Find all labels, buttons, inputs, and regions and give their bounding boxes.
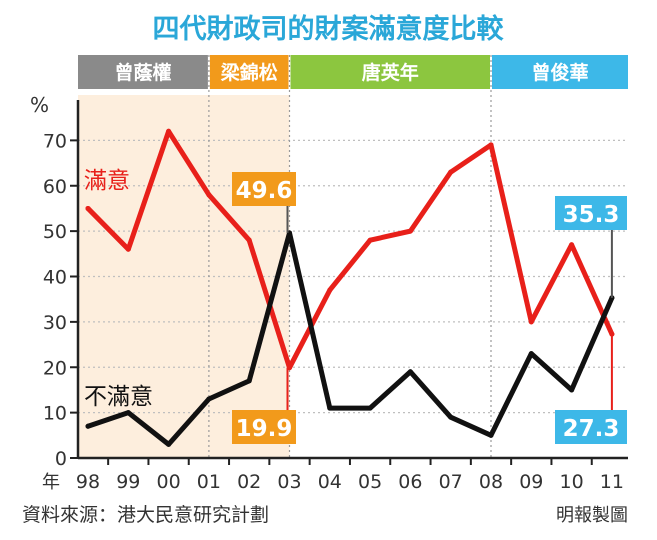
series-0-point-8: [407, 228, 413, 234]
y-tick-label-6: 60: [43, 176, 67, 198]
x-tick-label-12: 10: [560, 471, 584, 493]
y-tick-label-1: 10: [43, 403, 67, 425]
x-tick-label-3: 01: [197, 471, 221, 493]
callout-box-3: [555, 410, 627, 444]
period-label-2: 唐英年: [362, 61, 419, 84]
series-0-point-9: [448, 169, 454, 175]
series-0-point-10: [488, 142, 494, 148]
y-axis-unit: %: [30, 93, 49, 117]
x-tick-label-0: 98: [76, 471, 100, 493]
series-0-point-12: [569, 242, 575, 248]
series-0-point-7: [367, 237, 373, 243]
x-tick-label-4: 02: [237, 471, 261, 493]
series-1-point-12: [569, 387, 575, 393]
x-tick-label-10: 08: [479, 471, 503, 493]
callout-box-1: [232, 410, 296, 444]
x-tick-label-5: 03: [277, 471, 301, 493]
series-0-point-3: [206, 192, 212, 198]
callout-value-0: 49.6: [236, 178, 293, 204]
series-0-point-4: [246, 237, 252, 243]
x-axis-label: 年: [42, 472, 60, 493]
period-label-1: 梁錦松: [220, 61, 278, 84]
period-label-3: 曾俊華: [531, 61, 588, 84]
period-label-0: 曾蔭權: [114, 61, 171, 84]
series-1-point-3: [206, 396, 212, 402]
x-tick-label-6: 04: [318, 471, 342, 493]
y-tick-label-2: 20: [43, 357, 67, 379]
series-0-point-2: [166, 128, 172, 134]
period-bar-0: [78, 55, 208, 89]
x-tick-label-13: 11: [600, 471, 624, 493]
x-tick-label-2: 00: [157, 471, 181, 493]
callout-value-1: 19.9: [236, 416, 293, 442]
series-1-point-10: [488, 432, 494, 438]
series-1-point-7: [367, 405, 373, 411]
series-1-point-0: [85, 423, 91, 429]
x-tick-label-7: 05: [358, 471, 382, 493]
series-1-point-2: [166, 441, 172, 447]
x-tick-label-9: 07: [439, 471, 463, 493]
callout-value-2: 35.3: [563, 202, 620, 228]
y-tick-label-3: 30: [43, 312, 67, 334]
y-tick-label-0: 0: [55, 448, 67, 470]
series-1-point-8: [407, 369, 413, 375]
series-line-1: [85, 230, 615, 447]
period-bar-2: [290, 55, 490, 89]
period-bar-3: [492, 55, 628, 89]
x-tick-label-1: 99: [116, 471, 140, 493]
series-1-point-1: [125, 410, 131, 416]
callout-box-2: [555, 196, 627, 230]
y-tick-label-4: 40: [43, 267, 67, 289]
series-1-point-4: [246, 378, 252, 384]
x-tick-label-11: 09: [519, 471, 543, 493]
callout-box-0: [232, 172, 296, 206]
callout-value-3: 27.3: [563, 416, 620, 442]
series-0-point-0: [85, 205, 91, 211]
y-tick-label-5: 50: [43, 221, 67, 243]
series-0-point-6: [327, 287, 333, 293]
series-1-point-6: [327, 405, 333, 411]
series-label-1: 不滿意: [84, 384, 153, 410]
series-label-0: 滿意: [84, 168, 130, 194]
series-1-point-9: [448, 414, 454, 420]
credit-note: 明報製圖: [556, 505, 628, 526]
series-1-point-11: [528, 351, 534, 357]
series-line-0: [85, 128, 615, 371]
x-tick-label-8: 06: [398, 471, 422, 493]
period-bar-1: [209, 55, 289, 89]
y-tick-label-7: 70: [43, 130, 67, 152]
chart-title: 四代財政司的財案滿意度比較: [153, 13, 505, 45]
source-note: 資料來源：港大民意研究計劃: [22, 504, 269, 526]
series-0-point-11: [528, 319, 534, 325]
series-0-point-1: [125, 246, 131, 252]
